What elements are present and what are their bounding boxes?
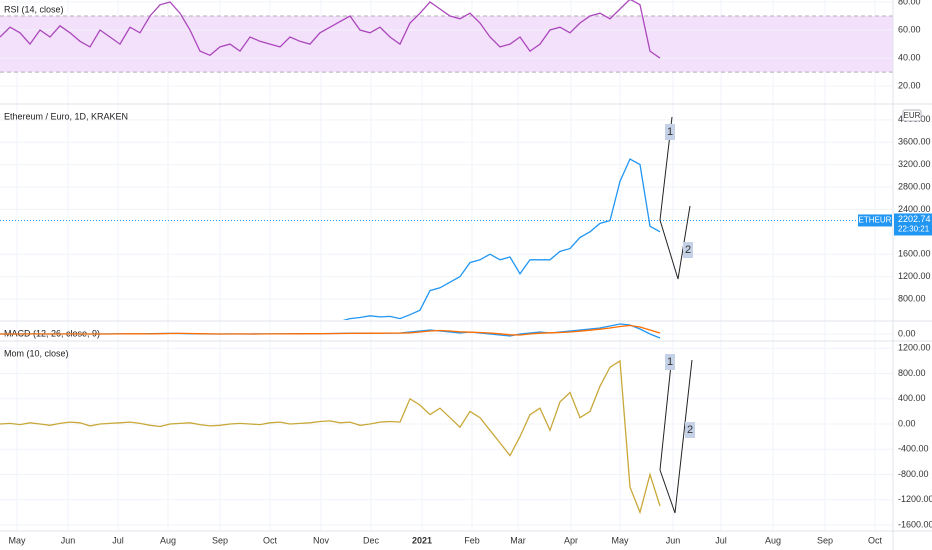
x-tick-label: Mar (510, 535, 526, 545)
drawing (659, 359, 693, 514)
y-tick-label: 3200.00 (898, 159, 931, 169)
y-tick-label: 800.00 (898, 368, 926, 378)
x-tick-label: Sep (212, 535, 228, 545)
y-tick-label: 20.00 (898, 81, 921, 91)
label-box (665, 354, 675, 370)
x-tick-label: May (611, 535, 629, 545)
series-line (342, 158, 661, 320)
x-tick-label: Apr (564, 535, 578, 545)
annotation: 2 (687, 424, 693, 436)
x-tick-label: May (8, 535, 26, 545)
rsi-band (0, 15, 893, 73)
label-box (685, 422, 695, 438)
y-tick-label: 40.00 (898, 52, 921, 62)
y-tick-label: 1600.00 (898, 249, 931, 259)
y-tick-label: 800.00 (898, 293, 926, 303)
y-tick-label: 0.00 (898, 418, 916, 428)
x-tick-label: Dec (363, 535, 380, 545)
x-tick-label: 2021 (412, 535, 432, 545)
symbol-tag (858, 214, 892, 227)
x-tick-label: Nov (313, 535, 330, 545)
drawing (659, 205, 691, 280)
x-tick-label: Aug (160, 535, 176, 545)
x-tick-label: Jun (61, 535, 76, 545)
series-line (0, 359, 661, 515)
x-tick-label: Jul (112, 535, 124, 545)
y-tick-label: 1200.00 (898, 343, 931, 353)
symbol-label: ETHEUR (859, 216, 892, 225)
y-tick-label: 2800.00 (898, 181, 931, 191)
y-tick-label: -800.00 (898, 469, 929, 479)
x-tick-label: Aug (765, 535, 781, 545)
y-tick-label: 3600.00 (898, 137, 931, 147)
x-tick-label: Jul (715, 535, 727, 545)
y-tick-label: 0.00 (898, 328, 916, 338)
currency-label: EUR (904, 111, 921, 120)
countdown-label: 22:30:21 (898, 225, 930, 234)
annotation: 2 (685, 244, 691, 256)
y-tick-label: 1200.00 (898, 271, 931, 281)
y-tick-label: 2400.00 (898, 204, 931, 214)
x-tick-label: Sep (817, 535, 833, 545)
annotation: 1 (667, 356, 673, 368)
x-tick-label: Feb (464, 535, 480, 545)
annotation: 1 (667, 126, 673, 138)
y-tick-label: 80.00 (898, 0, 921, 6)
pane-title: Mom (10, close) (4, 348, 69, 358)
drawing (659, 354, 673, 471)
x-tick-label: Jun (666, 535, 681, 545)
series-line (0, 0, 661, 59)
y-tick-label: 60.00 (898, 24, 921, 34)
x-tick-label: Oct (868, 535, 883, 545)
series-line (0, 324, 661, 336)
y-tick-label: -1200.00 (898, 494, 932, 504)
price-label: 2202.74 (898, 214, 931, 224)
y-tick-label: -1600.00 (898, 519, 932, 529)
y-tick-label: -400.00 (898, 444, 929, 454)
label-box (683, 242, 693, 258)
y-tick-label: 400.00 (898, 393, 926, 403)
pane-title: RSI (14, close) (4, 4, 64, 14)
currency-badge (902, 109, 922, 122)
price-tag (894, 213, 932, 236)
x-tick-label: Oct (263, 535, 278, 545)
pane-title: Ethereum / Euro, 1D, KRAKEN (4, 111, 128, 121)
label-box (665, 124, 675, 140)
